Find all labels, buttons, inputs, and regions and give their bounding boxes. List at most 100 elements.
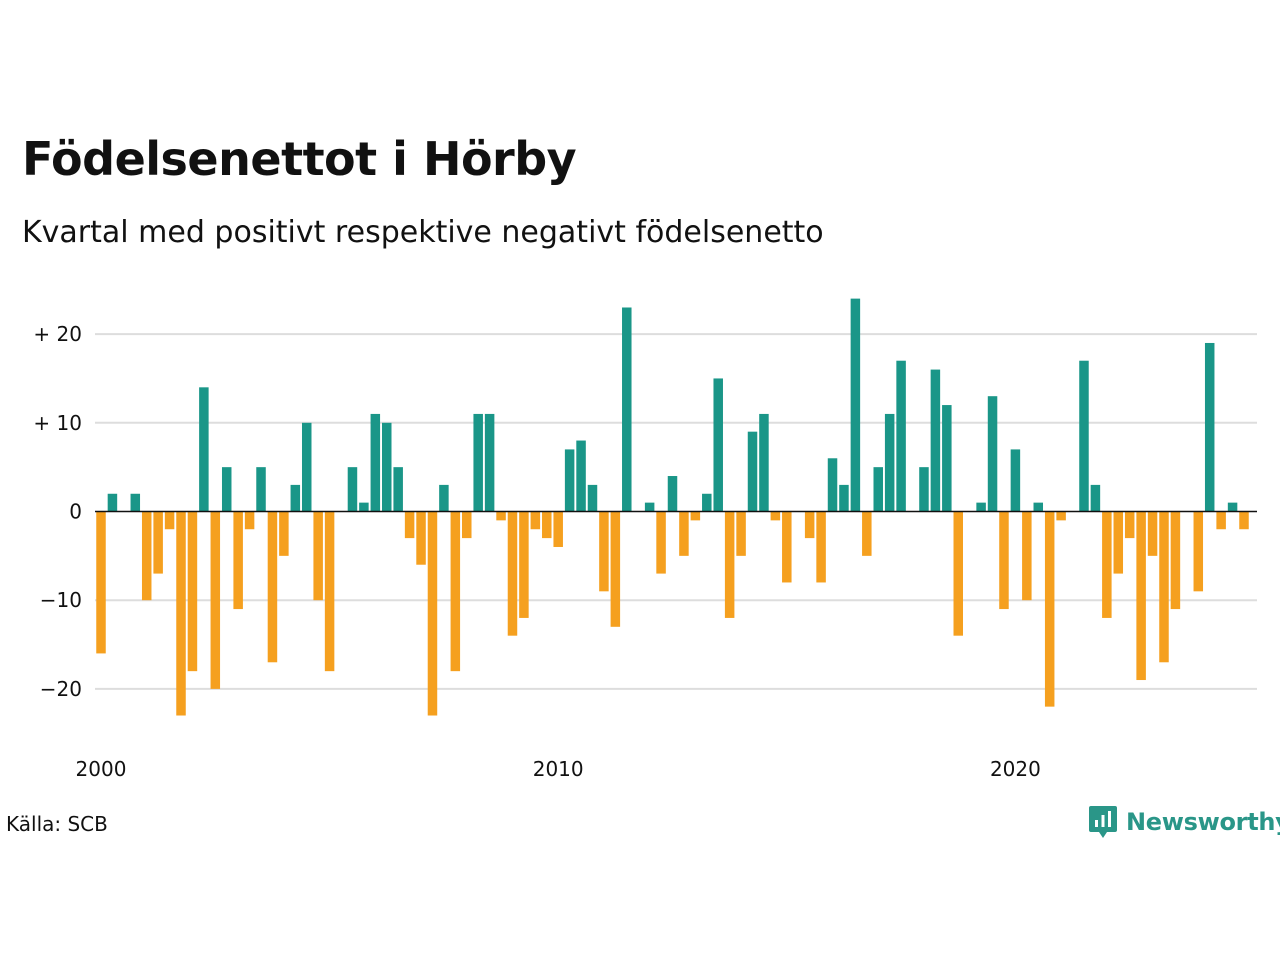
- y-tick-label: −10: [40, 588, 82, 612]
- bar: [450, 511, 461, 672]
- bar: [599, 511, 609, 592]
- bar: [404, 511, 415, 539]
- y-tick-label: + 10: [33, 411, 82, 435]
- bar: [1239, 511, 1249, 530]
- bar: [702, 493, 712, 512]
- bar: [1204, 342, 1215, 512]
- bar: [347, 467, 358, 512]
- bar: [301, 422, 312, 512]
- bar: [1159, 511, 1169, 663]
- bar: [862, 511, 872, 556]
- bar: [1170, 511, 1181, 610]
- bar: [507, 511, 518, 636]
- bar: [1113, 511, 1124, 574]
- bar: [884, 413, 895, 512]
- newsworthy-logo: Newsworthy: [1088, 804, 1280, 840]
- bar: [1102, 511, 1112, 618]
- bar: [667, 476, 678, 512]
- bar: [1044, 511, 1055, 707]
- bar: [164, 511, 175, 530]
- bar: [1193, 511, 1204, 592]
- bar: [1010, 449, 1021, 512]
- bar: [610, 511, 621, 627]
- bar: [587, 484, 598, 512]
- bar: [747, 431, 758, 512]
- bar: [279, 511, 289, 556]
- bar: [804, 511, 815, 539]
- bar: [210, 511, 221, 689]
- bar: [782, 511, 792, 583]
- bar: [622, 307, 632, 512]
- bar: [370, 413, 381, 512]
- bar: [942, 405, 952, 512]
- bar: [359, 502, 369, 512]
- bar: [759, 413, 769, 512]
- bar: [839, 484, 849, 512]
- chart-bubble-icon: [1089, 806, 1117, 838]
- bar: [953, 511, 963, 636]
- bar: [199, 387, 209, 512]
- bar: [690, 511, 701, 521]
- bar: [530, 511, 541, 530]
- bar: [233, 511, 243, 610]
- bar: [130, 493, 141, 512]
- y-tick-label: 0: [69, 500, 82, 524]
- bar: [290, 484, 301, 512]
- x-axis-labels: 2000 2010 2020: [76, 757, 1041, 781]
- bar: [462, 511, 472, 539]
- bar: [519, 511, 529, 618]
- bar: [542, 511, 552, 539]
- bar: [484, 413, 495, 512]
- bar: [1216, 511, 1226, 530]
- bar: [644, 502, 655, 512]
- bars: [96, 298, 1249, 716]
- bar: [576, 440, 586, 512]
- bar: [724, 511, 735, 618]
- bar: [873, 467, 883, 512]
- bar: [930, 369, 941, 512]
- bar: [176, 511, 186, 716]
- bar: [382, 422, 392, 512]
- bar: [1124, 511, 1135, 539]
- bar: [827, 458, 838, 512]
- bar: [324, 511, 335, 672]
- bar: [256, 467, 266, 512]
- chart-subtitle: Kvartal med positivt respektive negativt…: [22, 215, 824, 250]
- bar: [1147, 511, 1158, 556]
- bar: [107, 493, 118, 512]
- source-label: Källa: SCB: [6, 812, 108, 836]
- bar: [221, 467, 232, 512]
- bar: [187, 511, 198, 672]
- x-tick-label: 2000: [76, 757, 127, 781]
- bar: [656, 511, 666, 574]
- y-axis-labels: + 20 + 10 0 −10 −20: [33, 322, 82, 701]
- bar: [244, 511, 255, 530]
- bar: [1079, 360, 1089, 512]
- bar: [267, 511, 278, 663]
- bar: [850, 298, 861, 512]
- bar: [141, 511, 152, 601]
- bar: [919, 467, 929, 512]
- bar: [770, 511, 781, 521]
- bar: [553, 511, 563, 547]
- bar: [473, 413, 483, 512]
- bar-chart: + 20 + 10 0 −10 −20 2000 2010 2020: [33, 298, 1257, 781]
- bar: [1090, 484, 1101, 512]
- bar: [1136, 511, 1146, 681]
- bar: [1056, 511, 1066, 521]
- logo-text: Newsworthy: [1126, 808, 1280, 836]
- bar: [976, 502, 986, 512]
- x-tick-label: 2010: [533, 757, 584, 781]
- bar: [439, 484, 449, 512]
- bar: [564, 449, 575, 512]
- bar: [427, 511, 438, 716]
- bar: [96, 511, 106, 654]
- chart-title: Födelsenettot i Hörby: [22, 132, 577, 186]
- bar: [416, 511, 426, 565]
- bar: [1022, 511, 1032, 601]
- y-tick-label: −20: [40, 677, 82, 701]
- bar: [1227, 502, 1238, 512]
- bar: [1033, 502, 1044, 512]
- bar: [153, 511, 163, 574]
- y-tick-label: + 20: [33, 322, 82, 346]
